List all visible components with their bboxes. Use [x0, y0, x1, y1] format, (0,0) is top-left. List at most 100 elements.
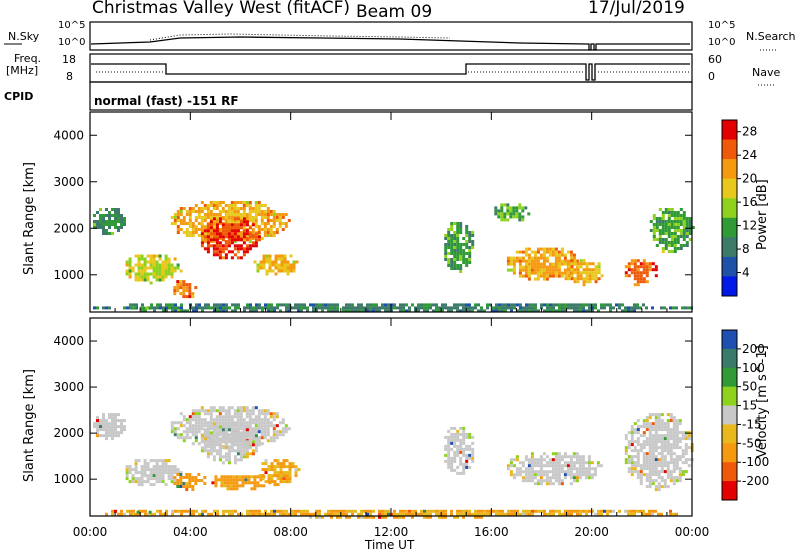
heatmap-cell: [459, 309, 462, 313]
heatmap-cell: [257, 418, 261, 422]
heatmap-cell: [533, 458, 537, 462]
heatmap-cell: [642, 509, 645, 513]
heatmap-cell: [551, 482, 555, 486]
heatmap-cell: [572, 256, 576, 260]
heatmap-cell: [557, 265, 561, 269]
nsearch-tick-bottom: 10^0: [708, 37, 736, 48]
heatmap-cell: [465, 231, 469, 234]
heatmap-cell: [405, 309, 408, 313]
heatmap-cell: [627, 262, 631, 266]
x-tick-label: 04:00: [173, 525, 208, 539]
heatmap-cell: [462, 255, 466, 258]
heatmap-cell: [140, 465, 144, 469]
heatmap-cell: [221, 437, 225, 441]
heatmap-cell: [633, 268, 637, 272]
heatmap-cell: [185, 231, 189, 234]
heatmap-cell: [465, 432, 469, 436]
heatmap-cell: [456, 303, 459, 307]
heatmap-cell: [179, 213, 183, 216]
heatmap-cell: [260, 216, 264, 219]
heatmap-cell: [288, 462, 292, 466]
heatmap-cell: [272, 219, 276, 222]
heatmap-cell: [465, 234, 469, 237]
heatmap-cell: [639, 446, 643, 450]
heatmap-cell: [173, 482, 177, 485]
heatmap-cell: [530, 256, 534, 260]
heatmap-cell: [159, 306, 162, 310]
heatmap-cell: [227, 461, 231, 465]
heatmap-cell: [131, 269, 135, 273]
heatmap-cell: [108, 220, 111, 223]
heatmap-cell: [254, 204, 258, 207]
heatmap-cell: [231, 309, 234, 313]
heatmap-cell: [197, 415, 201, 419]
heatmap-cell: [289, 266, 293, 270]
heatmap-cell: [227, 415, 231, 419]
heatmap-cell: [503, 203, 507, 207]
heatmap-cell: [570, 303, 573, 307]
heatmap-cell: [245, 229, 249, 233]
heatmap-cell: [456, 306, 459, 310]
heatmap-cell: [281, 216, 285, 219]
heatmap-cell: [221, 415, 225, 419]
heatmap-cell: [666, 440, 670, 444]
heatmap-cell: [661, 238, 665, 241]
heatmap-cell: [209, 220, 213, 224]
heatmap-cell: [182, 231, 186, 234]
heatmap-cell: [152, 468, 156, 472]
heatmap-cell: [651, 470, 655, 474]
heatmap-cell: [264, 480, 268, 484]
heatmap-cell: [540, 306, 543, 310]
heatmap-cell: [462, 465, 466, 469]
heatmap-cell: [315, 515, 318, 519]
heatmap-cell: [232, 487, 236, 491]
heatmap-cell: [200, 427, 204, 431]
heatmap-cell: [212, 229, 216, 233]
x-axis-label: Time UT: [365, 538, 415, 552]
heatmap-cell: [633, 461, 637, 465]
heatmap-cell: [360, 515, 363, 519]
heatmap-cell: [676, 220, 680, 223]
heatmap-cell: [459, 426, 463, 430]
heatmap-cell: [233, 223, 237, 227]
heatmap-cell: [251, 421, 255, 425]
heatmap-cell: [212, 232, 216, 236]
heatmap-cell: [518, 274, 522, 278]
heatmap-cell: [201, 512, 204, 516]
heatmap-cell: [173, 430, 177, 434]
y-tick-label: 1000: [53, 472, 84, 486]
heatmap-cell: [188, 292, 192, 296]
heatmap-cell: [216, 303, 219, 307]
heatmap-cell: [504, 512, 507, 516]
heatmap-cell: [221, 428, 225, 432]
heatmap-cell: [236, 231, 240, 234]
heatmap-cell: [666, 476, 670, 480]
heatmap-cell: [230, 256, 234, 260]
heatmap-cell: [444, 435, 448, 439]
heatmap-cell: [587, 470, 591, 474]
heatmap-cell: [218, 458, 222, 462]
heatmap-cell: [642, 455, 646, 459]
heatmap-cell: [624, 271, 628, 275]
heatmap-cell: [230, 226, 234, 230]
heatmap-cell: [639, 277, 643, 281]
heatmap-cell: [230, 440, 234, 444]
colorbar-tick-label: -100: [742, 455, 769, 469]
heatmap-cell: [675, 437, 679, 441]
heatmap-cell: [666, 467, 670, 471]
heatmap-cell: [660, 422, 664, 426]
heatmap-cell: [213, 309, 216, 313]
heatmap-cell: [137, 483, 141, 487]
heatmap-cell: [242, 210, 246, 213]
heatmap-cell: [584, 473, 588, 477]
heatmap-cell: [216, 306, 219, 310]
heatmap-cell: [672, 482, 676, 486]
heatmap-cell: [251, 228, 255, 231]
heatmap-cell: [645, 485, 649, 489]
heatmap-cell: [194, 415, 198, 419]
heatmap-cell: [462, 303, 465, 307]
heatmap-cell: [270, 306, 273, 310]
heatmap-cell: [233, 409, 237, 413]
heatmap-cell: [179, 283, 183, 287]
heatmap-cell: [227, 433, 231, 437]
